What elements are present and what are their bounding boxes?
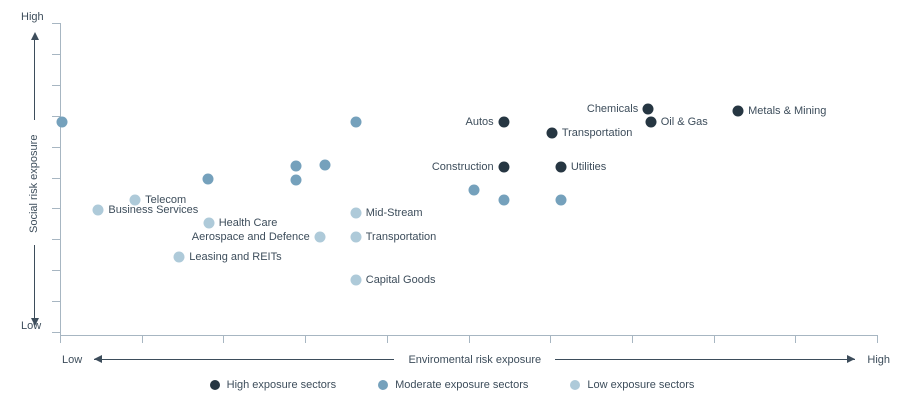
data-point-label: Utilities: [570, 161, 607, 174]
data-point-construction: [498, 161, 510, 173]
data-point-label: Leasing and REITs: [189, 251, 282, 263]
moderate-exposure-dot-icon: [378, 380, 389, 390]
data-point-label: Business Services: [108, 203, 199, 216]
data-point-moderate: [555, 194, 567, 206]
data-point-label: Health Care: [218, 216, 278, 229]
legend-label: Moderate exposure sectors: [395, 379, 529, 391]
data-point-mid-stream: [350, 207, 362, 219]
y-axis-tick: [52, 53, 60, 55]
data-point-business-services: [92, 204, 104, 216]
data-point-label: Telecom: [145, 193, 187, 206]
data-point-telecom: [129, 194, 141, 206]
data-point-transportation: [546, 127, 558, 139]
x-axis-annotation: Low Enviromental risk exposure High: [62, 352, 890, 367]
data-point-label: Aerospace and Defence: [191, 231, 310, 244]
y-axis-tick: [52, 177, 60, 179]
x-axis-tick: [631, 335, 633, 343]
y-axis-tick: [52, 23, 60, 24]
legend-item-moderate: Moderate exposure sectors: [378, 379, 528, 391]
data-point-label: Mid-Stream: [365, 207, 423, 219]
data-point-moderate: [202, 173, 214, 185]
x-axis-tick: [305, 335, 307, 343]
data-point-label: Autos: [465, 115, 494, 128]
data-point-leasing-and-reits: [173, 251, 185, 263]
y-axis-low-label: Low: [21, 320, 42, 332]
x-axis-left-arrow-line: [94, 355, 395, 363]
y-axis-tick: [52, 239, 60, 241]
x-axis-tick: [550, 335, 552, 343]
x-axis-tick: [795, 335, 797, 343]
data-point-chemicals: [642, 103, 654, 115]
data-point-utilities: [555, 161, 567, 173]
data-point-label: Oil & Gas: [660, 115, 708, 128]
x-axis-tick: [223, 335, 225, 343]
x-axis-right-arrow-icon: [847, 355, 856, 363]
data-point-moderate: [290, 160, 302, 172]
y-axis-tick: [52, 270, 60, 272]
y-axis-tick: [52, 332, 60, 333]
data-point-moderate: [498, 194, 510, 206]
data-point-aerospace-and-defence: [314, 231, 326, 243]
data-point-label: Chemicals: [586, 103, 639, 116]
data-point-metals-mining: [732, 105, 744, 117]
legend-item-high: High exposure sectors: [209, 379, 337, 391]
data-point-label: Capital Goods: [365, 274, 436, 287]
legend-label: Low exposure sectors: [587, 379, 695, 391]
chart-legend: High exposure sectors Moderate exposure …: [0, 379, 904, 391]
y-axis-tick: [52, 301, 60, 303]
x-axis-high-label: High: [867, 353, 891, 366]
x-axis-tick: [60, 335, 61, 343]
x-axis-tick: [386, 335, 388, 343]
y-axis-high-label: High: [21, 11, 44, 23]
data-point-label: Construction: [431, 161, 494, 174]
y-axis-tick: [52, 208, 60, 210]
data-point-label: Metals & Mining: [748, 104, 827, 117]
y-axis-down-arrow-line: [34, 245, 35, 318]
x-axis-tick: [877, 335, 878, 343]
x-axis-left-arrow-icon: [94, 355, 103, 363]
y-axis-up-arrow-icon: [31, 32, 39, 40]
data-point-moderate: [319, 159, 331, 171]
data-point-capital-goods: [350, 274, 362, 286]
legend-item-low: Low exposure sectors: [570, 379, 694, 391]
data-point-moderate: [290, 174, 302, 186]
y-axis-tick: [52, 84, 60, 86]
data-point-transportation: [350, 231, 362, 243]
legend-label: High exposure sectors: [226, 379, 337, 391]
y-axis-tick: [52, 115, 60, 117]
data-point-autos: [498, 116, 510, 128]
y-axis-down-arrow-icon: [31, 318, 39, 326]
high-exposure-dot-icon: [209, 380, 220, 390]
data-point-health-care: [203, 217, 215, 229]
x-axis-tick: [713, 335, 715, 343]
x-axis-tick: [468, 335, 470, 343]
data-point-moderate: [468, 184, 480, 196]
x-axis-title: Enviromental risk exposure: [408, 353, 542, 366]
data-point-moderate: [56, 116, 68, 128]
y-axis-line: [60, 23, 61, 335]
data-point-oil-gas: [645, 116, 657, 128]
data-point-label: Transportation: [561, 127, 633, 140]
x-axis-low-label: Low: [62, 353, 83, 366]
data-point-label: Transportation: [365, 231, 437, 244]
data-point-moderate: [350, 116, 362, 128]
x-axis-tick: [141, 335, 143, 343]
low-exposure-dot-icon: [570, 380, 581, 390]
y-axis-up-arrow-line: [34, 39, 35, 120]
x-axis-right-arrow-line: [555, 355, 856, 363]
y-axis-tick: [52, 146, 60, 148]
